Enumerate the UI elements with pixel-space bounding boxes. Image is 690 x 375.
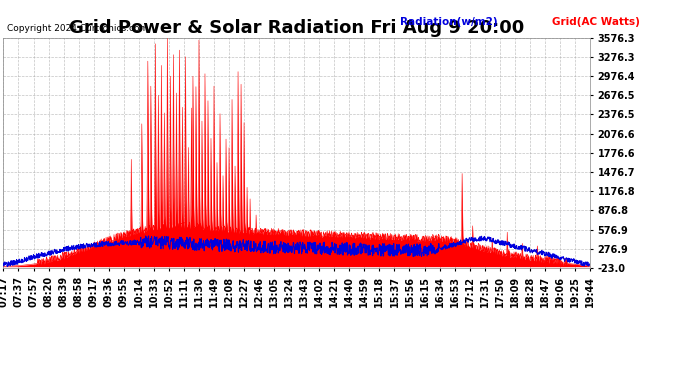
Text: Radiation(w/m2): Radiation(w/m2) bbox=[400, 17, 497, 27]
Text: Grid(AC Watts): Grid(AC Watts) bbox=[552, 17, 640, 27]
Text: Copyright 2024 Curtronics.com: Copyright 2024 Curtronics.com bbox=[7, 24, 148, 33]
Title: Grid Power & Solar Radiation Fri Aug 9 20:00: Grid Power & Solar Radiation Fri Aug 9 2… bbox=[69, 20, 524, 38]
